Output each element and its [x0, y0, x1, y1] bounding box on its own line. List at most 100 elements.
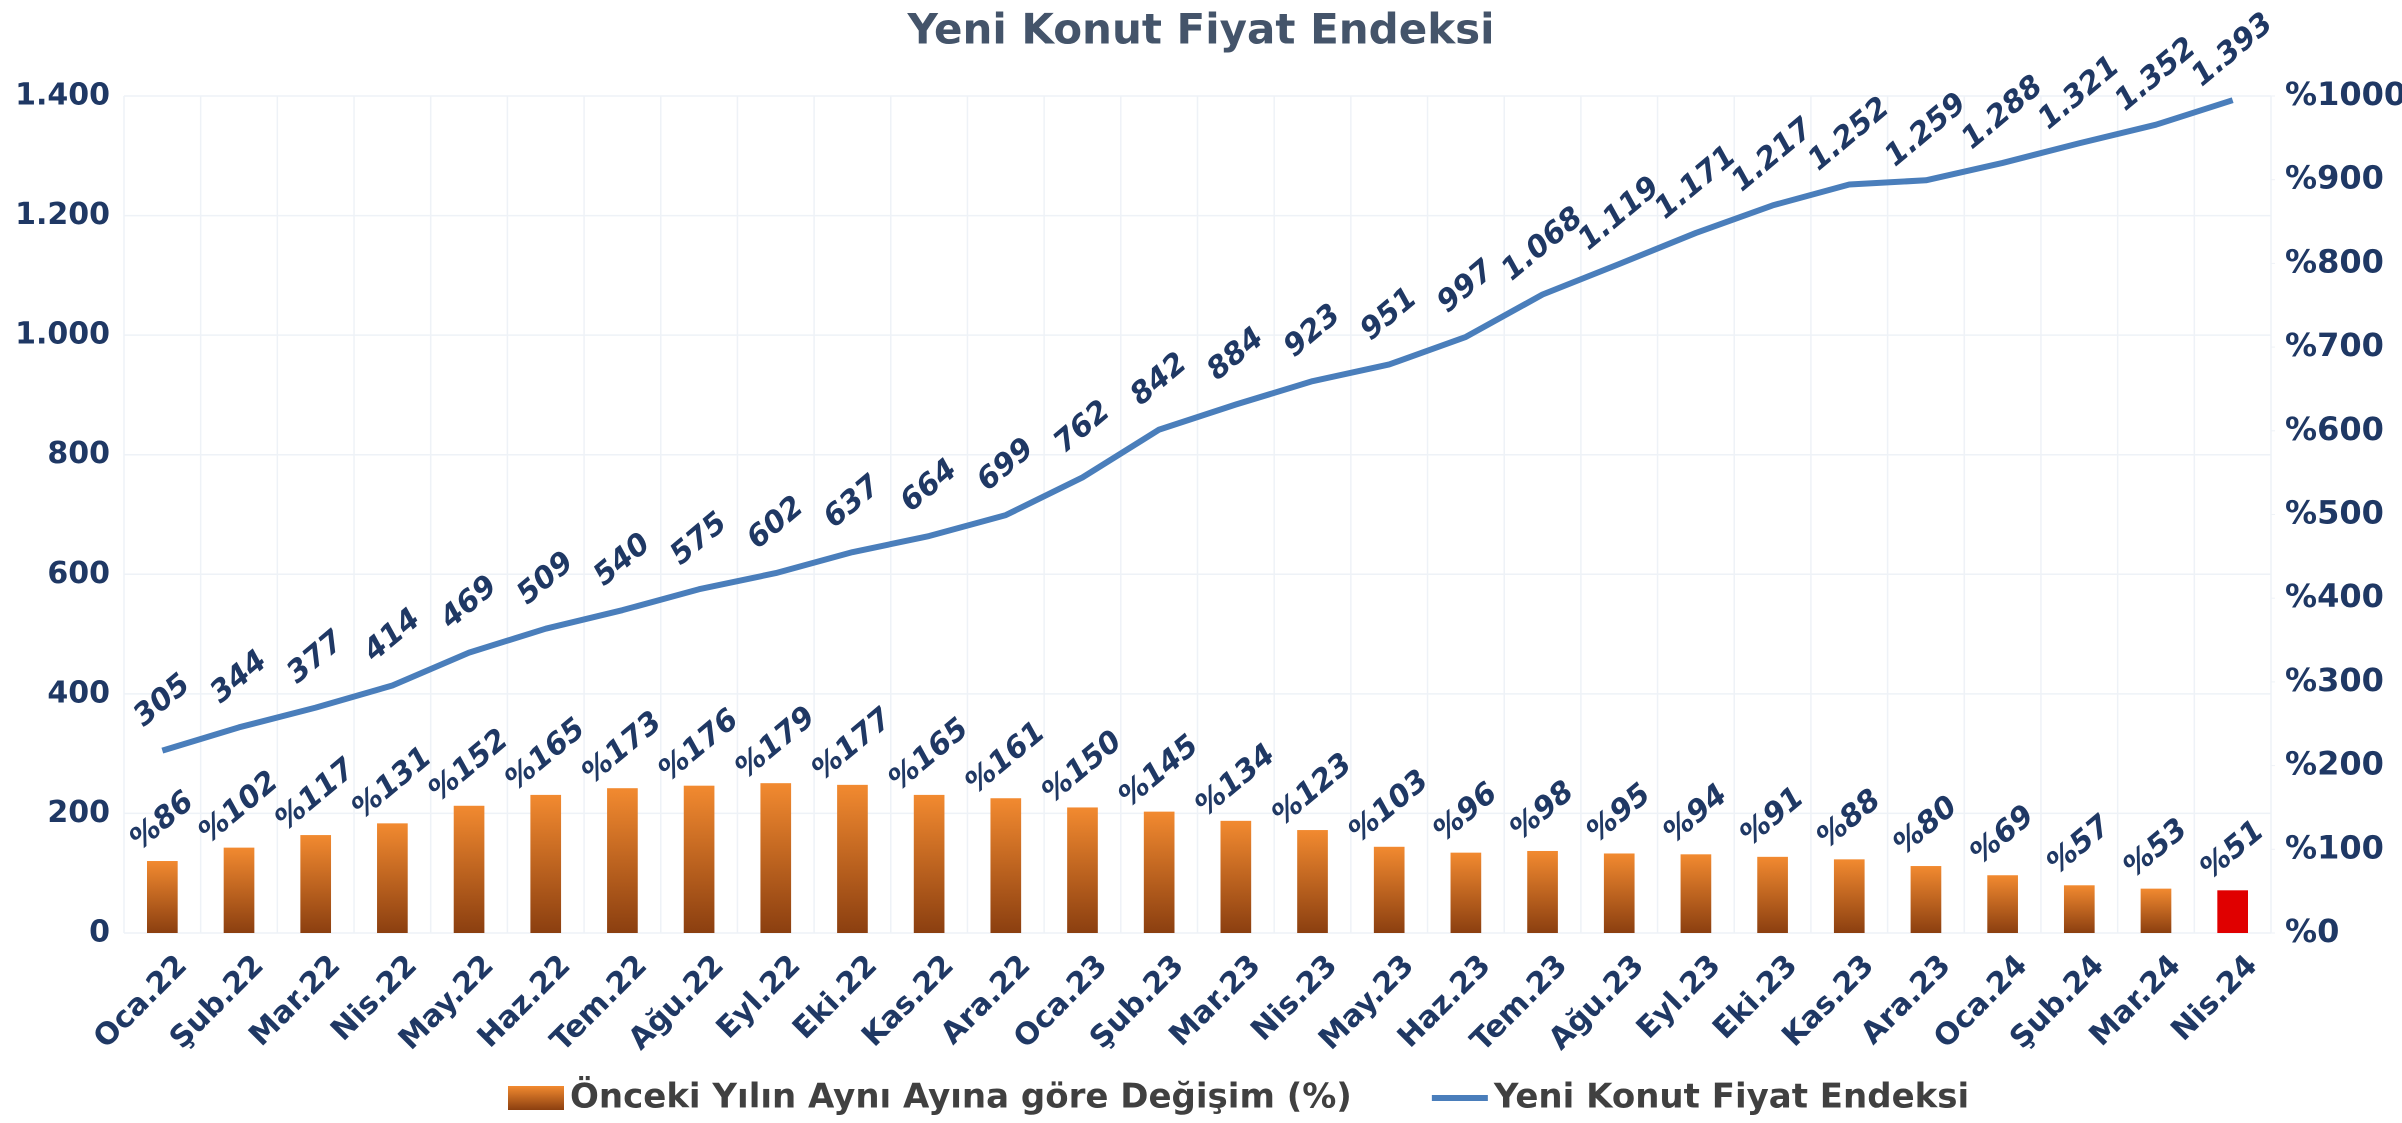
bar-value-label: %179: [728, 699, 822, 785]
bar: [683, 785, 715, 933]
line-value-label: 664: [893, 452, 963, 519]
bar: [300, 835, 332, 933]
line-value-label: 699: [970, 431, 1040, 498]
line-value-label: 344: [203, 643, 273, 710]
y-tick-label: 800: [47, 436, 110, 471]
bar: [1833, 859, 1865, 933]
bar: [530, 794, 562, 933]
line-value-label: 637: [817, 468, 888, 535]
line-value-label: 540: [587, 526, 657, 593]
y-tick-label: 0: [89, 915, 110, 950]
line-value-label: 602: [740, 489, 810, 556]
bar: [147, 861, 178, 933]
bar-value-label: %117: [268, 751, 362, 837]
bar-value-label: %102: [192, 764, 286, 850]
y-tick-label: 1.400: [15, 78, 110, 113]
bar-value-label: %95: [1580, 776, 1658, 849]
bar: [913, 794, 945, 933]
line-value-label: 884: [1200, 320, 1270, 387]
bar-value-label: %86: [123, 784, 201, 857]
bar: [1450, 852, 1482, 933]
bar: [1220, 820, 1252, 933]
bar-value-label: %57: [2040, 808, 2118, 881]
y2-tick-label: %900: [2285, 159, 2384, 197]
line-value-label: 377: [280, 623, 351, 690]
bar: [837, 784, 868, 933]
y-tick-label: 600: [47, 556, 110, 591]
line-value-label: 1.068: [1494, 200, 1589, 288]
y2-tick-label: %600: [2285, 410, 2384, 448]
bar: [1527, 850, 1558, 933]
bar-value-label: %91: [1733, 780, 1811, 853]
bar-value-label: %150: [1035, 723, 1129, 809]
line: [161, 97, 2234, 754]
bar: [1680, 854, 1712, 933]
bar: [1757, 856, 1788, 933]
y2-tick-label: %100: [2285, 828, 2384, 866]
bar-value-label: %88: [1810, 782, 1888, 855]
line-value-label: 414: [356, 601, 427, 669]
line-value-label: 951: [1353, 280, 1423, 347]
bar: [1987, 875, 2018, 933]
bar: [607, 788, 638, 933]
bar: [2217, 890, 2248, 933]
line-value-label: 509: [510, 544, 580, 611]
line-value-label: 469: [432, 568, 503, 636]
legend-label: Önceki Yılın Aynı Ayına göre Değişim (%): [570, 1076, 1352, 1117]
y2-tick-label: %200: [2285, 745, 2384, 783]
line-value-label: 1.119: [1571, 169, 1666, 257]
bar-value-label: %80: [1887, 789, 1965, 862]
bar: [1910, 866, 1942, 933]
line-value-label: 305: [126, 666, 196, 733]
bar: [1603, 853, 1635, 933]
bar-value-label: %165: [498, 711, 592, 797]
bar: [2063, 885, 2095, 933]
bar: [1297, 830, 1328, 933]
bar-value-label: %173: [575, 704, 669, 790]
y2-tick-label: %400: [2285, 577, 2384, 615]
y-tick-label: 200: [47, 795, 110, 830]
bar: [760, 783, 792, 933]
legend-label: Yeni Konut Fiyat Endeksi: [1493, 1077, 1969, 1117]
bar: [377, 823, 408, 933]
bar-value-label: %96: [1426, 775, 1504, 848]
y2-tick-label: %800: [2285, 242, 2384, 280]
y-tick-label: 1.000: [15, 317, 110, 352]
legend-swatch: [508, 1086, 564, 1110]
line-value-label: 575: [663, 505, 733, 572]
bar-value-label: %53: [2117, 811, 2195, 884]
bar: [1143, 811, 1175, 933]
bar-value-label: %98: [1503, 774, 1581, 847]
x-tick-label: Nis.24: [2164, 948, 2264, 1048]
bar: [2140, 888, 2172, 933]
bar-value-label: %69: [1963, 798, 2041, 871]
bar: [223, 847, 255, 933]
bar: [1067, 807, 1098, 933]
bar: [990, 798, 1022, 933]
line-value-label: 1.393: [2184, 6, 2279, 94]
y2-tick-label: %1000: [2285, 75, 2402, 113]
x-tick-label: Eyl.23: [1630, 948, 1728, 1046]
bar-value-label: %94: [1657, 777, 1735, 850]
bar-value-label: %165: [882, 711, 976, 797]
chart-title: Yeni Konut Fiyat Endeksi: [906, 5, 1494, 54]
y-tick-label: 400: [47, 675, 110, 710]
y-tick-label: 1.200: [15, 197, 110, 232]
bar-value-label: %176: [652, 702, 746, 788]
bar-value-label: %103: [1342, 763, 1436, 849]
y2-tick-label: %300: [2285, 661, 2384, 699]
x-tick-label: Eyl.22: [710, 948, 808, 1046]
y2-tick-label: %0: [2285, 912, 2339, 950]
bar: [1373, 846, 1405, 933]
bar: [453, 805, 485, 933]
line-value-label: 842: [1123, 345, 1193, 412]
bar-value-label: %51: [2193, 813, 2271, 886]
line-value-label: 762: [1047, 393, 1117, 460]
line-value-label: 923: [1277, 297, 1347, 364]
line-value-label: 1.171: [1648, 138, 1743, 226]
y2-tick-label: %500: [2285, 494, 2384, 532]
line-value-label: 997: [1430, 253, 1501, 320]
y2-tick-label: %700: [2285, 326, 2384, 364]
